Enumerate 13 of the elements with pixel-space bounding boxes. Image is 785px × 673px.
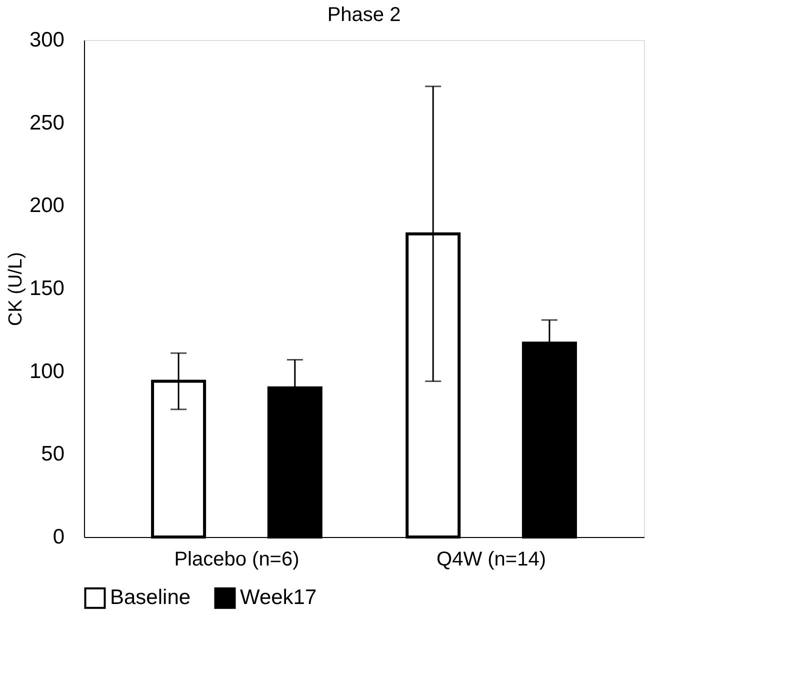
y-tick-label: 200 <box>29 194 64 218</box>
y-tick-label: 100 <box>29 360 64 383</box>
legend-label: Week17 <box>240 586 317 610</box>
chart-title: Phase 2 <box>327 4 401 26</box>
y-tick-label: 0 <box>52 526 64 548</box>
y-tick-label: 50 <box>41 442 64 466</box>
legend-label: Baseline <box>110 586 191 610</box>
y-axis-title: CK (U/L) <box>5 252 26 326</box>
y-tick-label: 250 <box>29 111 64 134</box>
x-tick-label: Q4W (n=14) <box>436 548 546 570</box>
y-tick-label: 300 <box>29 28 64 52</box>
y-tick-label: 150 <box>29 277 64 300</box>
x-tick-label: Placebo (n=6) <box>174 548 300 570</box>
